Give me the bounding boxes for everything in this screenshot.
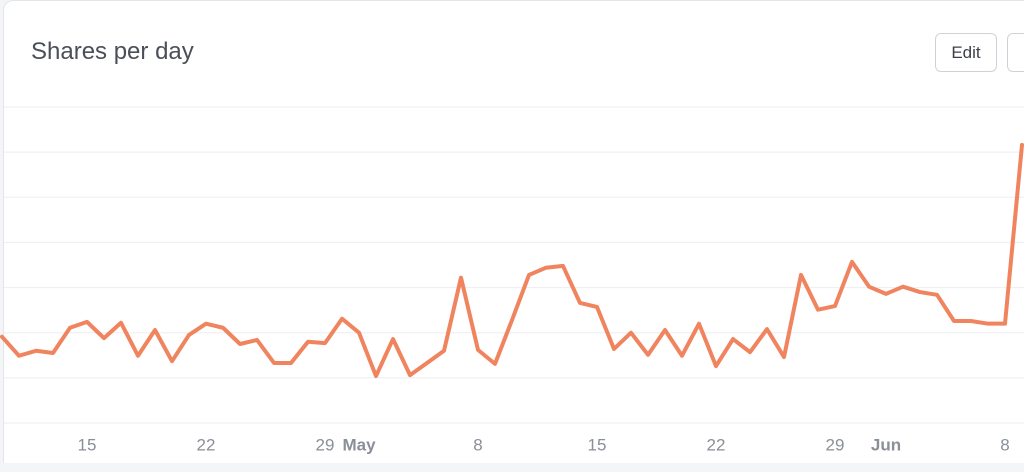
card-title: Shares per day xyxy=(31,38,194,65)
card: Shares per day Edit xyxy=(3,0,1024,463)
x-tick-label: May xyxy=(342,435,376,454)
edit-button[interactable]: Edit xyxy=(935,33,997,72)
x-tick-label: 29 xyxy=(826,435,845,454)
x-tick-label: Jun xyxy=(871,435,901,454)
x-tick-label: 22 xyxy=(707,435,726,454)
more-button[interactable] xyxy=(1007,33,1024,72)
x-tick-label: 8 xyxy=(1000,435,1009,454)
x-tick-label: 29 xyxy=(316,435,335,454)
x-tick-label: 15 xyxy=(588,435,607,454)
line-series xyxy=(0,142,1024,379)
x-tick-label: 8 xyxy=(473,435,482,454)
x-tick-label: 22 xyxy=(197,435,216,454)
x-tick-label: 15 xyxy=(78,435,97,454)
